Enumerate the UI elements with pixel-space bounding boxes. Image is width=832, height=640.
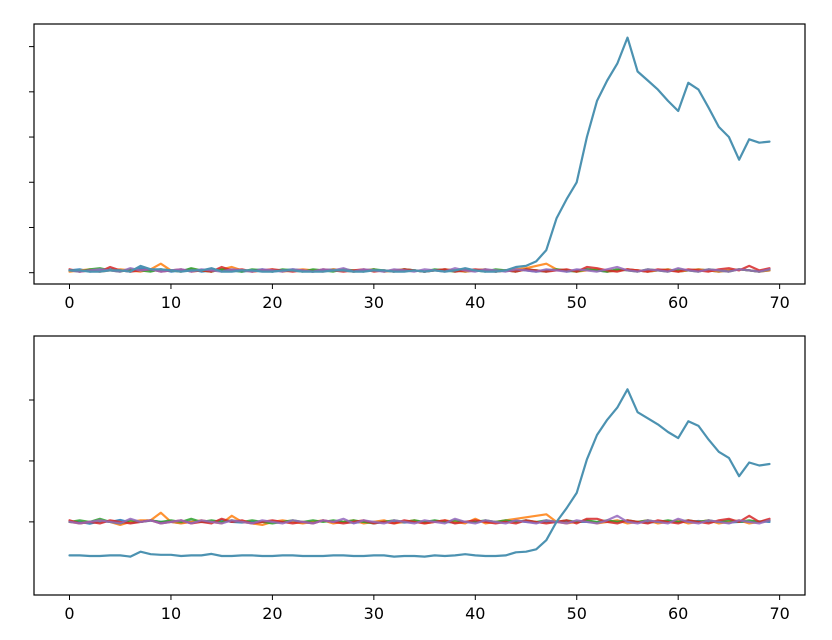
bottom-line-chart: 0 10 20 30 40 50 60 70 — [29, 335, 806, 623]
x-tick-label: 0 — [64, 293, 74, 312]
x-tick-label: 50 — [567, 293, 587, 312]
x-tick-label: 30 — [364, 604, 384, 623]
series-line-6 — [68, 388, 771, 558]
x-tick-label: 20 — [262, 293, 282, 312]
top-line-chart: 0 10 20 30 40 50 60 70 — [29, 23, 806, 312]
x-tick-label: 10 — [161, 293, 181, 312]
series-line-6 — [68, 36, 771, 273]
plot-frame — [33, 335, 806, 596]
x-tick-label: 20 — [262, 604, 282, 623]
x-tick-label: 0 — [64, 604, 74, 623]
x-tick-label: 70 — [769, 604, 789, 623]
x-tick-label: 10 — [161, 604, 181, 623]
series-line-5 — [68, 514, 771, 525]
x-tick-label: 50 — [567, 604, 587, 623]
plot-frame — [33, 23, 806, 285]
x-tick-label: 70 — [769, 293, 789, 312]
x-tick-label: 40 — [465, 293, 485, 312]
x-tick-label: 60 — [668, 604, 688, 623]
x-tick-label: 60 — [668, 293, 688, 312]
x-tick-label: 40 — [465, 604, 485, 623]
x-tick-label: 30 — [364, 293, 384, 312]
